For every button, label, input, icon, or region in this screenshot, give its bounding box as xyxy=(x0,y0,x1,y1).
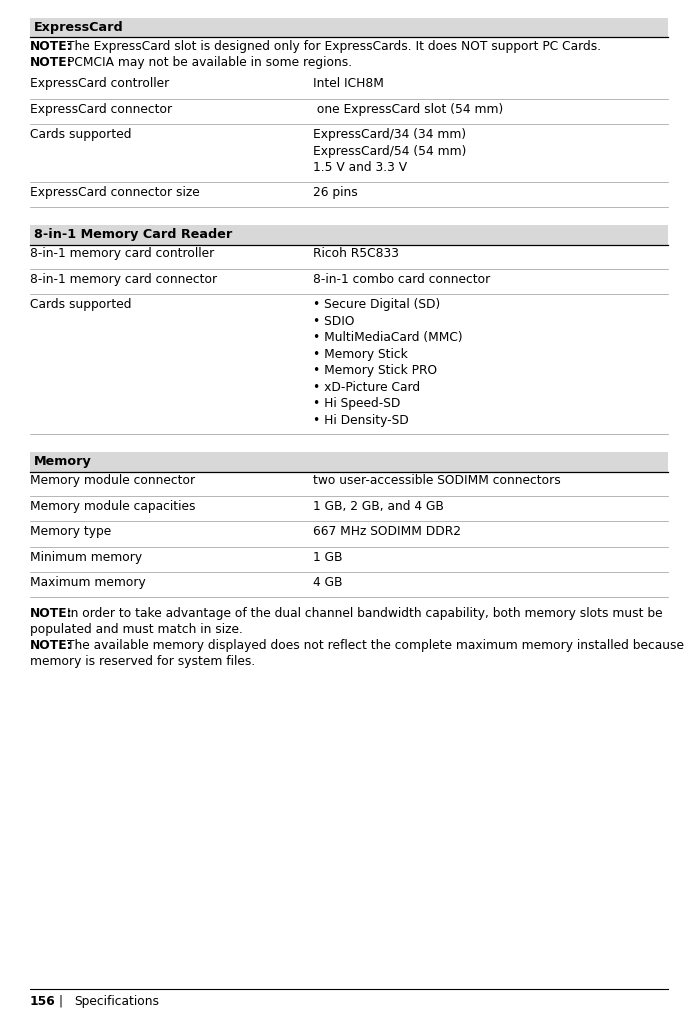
Text: • Memory Stick PRO: • Memory Stick PRO xyxy=(313,364,437,377)
Text: |: | xyxy=(58,995,62,1008)
Text: Specifications: Specifications xyxy=(74,995,159,1008)
Text: one ExpressCard slot (54 mm): one ExpressCard slot (54 mm) xyxy=(313,103,504,115)
Text: memory is reserved for system files.: memory is reserved for system files. xyxy=(30,655,255,668)
Text: 667 MHz SODIMM DDR2: 667 MHz SODIMM DDR2 xyxy=(313,526,461,538)
Text: Cards supported: Cards supported xyxy=(30,298,131,311)
Text: ExpressCard/34 (34 mm): ExpressCard/34 (34 mm) xyxy=(313,128,466,142)
Text: 156: 156 xyxy=(30,995,56,1008)
Text: Memory type: Memory type xyxy=(30,526,111,538)
Text: ExpressCard connector size: ExpressCard connector size xyxy=(30,186,200,199)
Text: ExpressCard/54 (54 mm): ExpressCard/54 (54 mm) xyxy=(313,145,466,158)
Text: ExpressCard controller: ExpressCard controller xyxy=(30,77,169,90)
Text: 4 GB: 4 GB xyxy=(313,576,343,589)
Text: ExpressCard: ExpressCard xyxy=(34,21,124,34)
Text: • xD-Picture Card: • xD-Picture Card xyxy=(313,381,420,393)
Text: Maximum memory: Maximum memory xyxy=(30,576,146,589)
Bar xyxy=(30,452,668,471)
Text: Cards supported: Cards supported xyxy=(30,128,131,142)
Text: 26 pins: 26 pins xyxy=(313,186,358,199)
Text: 8-in-1 memory card controller: 8-in-1 memory card controller xyxy=(30,248,214,260)
Text: 8-in-1 Memory Card Reader: 8-in-1 Memory Card Reader xyxy=(34,228,233,242)
Text: 1 GB, 2 GB, and 4 GB: 1 GB, 2 GB, and 4 GB xyxy=(313,499,444,513)
Text: • MultiMediaCard (MMC): • MultiMediaCard (MMC) xyxy=(313,332,462,344)
Text: Minimum memory: Minimum memory xyxy=(30,551,142,564)
Text: NOTE:: NOTE: xyxy=(30,40,73,53)
Text: populated and must match in size.: populated and must match in size. xyxy=(30,623,243,636)
Text: The available memory displayed does not reflect the complete maximum memory inst: The available memory displayed does not … xyxy=(67,639,688,652)
Text: • SDIO: • SDIO xyxy=(313,314,354,328)
Text: 8-in-1 combo card connector: 8-in-1 combo card connector xyxy=(313,273,491,286)
Text: 1.5 V and 3.3 V: 1.5 V and 3.3 V xyxy=(313,161,407,174)
Text: Ricoh R5C833: Ricoh R5C833 xyxy=(313,248,399,260)
Text: Memory module capacities: Memory module capacities xyxy=(30,499,195,513)
Bar xyxy=(30,225,668,245)
Text: • Secure Digital (SD): • Secure Digital (SD) xyxy=(313,298,440,311)
Text: NOTE:: NOTE: xyxy=(30,639,73,652)
Text: PCMCIA may not be available in some regions.: PCMCIA may not be available in some regi… xyxy=(67,56,352,69)
Text: • Memory Stick: • Memory Stick xyxy=(313,348,408,361)
Text: In order to take advantage of the dual channel bandwidth capability, both memory: In order to take advantage of the dual c… xyxy=(67,608,663,620)
Text: • Hi Density-SD: • Hi Density-SD xyxy=(313,413,409,427)
Text: 8-in-1 memory card connector: 8-in-1 memory card connector xyxy=(30,273,217,286)
Text: NOTE:: NOTE: xyxy=(30,56,73,69)
Text: The ExpressCard slot is designed only for ExpressCards. It does NOT support PC C: The ExpressCard slot is designed only fo… xyxy=(67,40,601,53)
Text: • Hi Speed-SD: • Hi Speed-SD xyxy=(313,397,400,410)
Bar xyxy=(30,18,668,37)
Text: 1 GB: 1 GB xyxy=(313,551,343,564)
Text: Memory: Memory xyxy=(34,456,92,468)
Text: NOTE:: NOTE: xyxy=(30,608,73,620)
Text: ExpressCard connector: ExpressCard connector xyxy=(30,103,172,115)
Text: Memory module connector: Memory module connector xyxy=(30,474,195,487)
Text: two user-accessible SODIMM connectors: two user-accessible SODIMM connectors xyxy=(313,474,561,487)
Text: Intel ICH8M: Intel ICH8M xyxy=(313,77,384,90)
